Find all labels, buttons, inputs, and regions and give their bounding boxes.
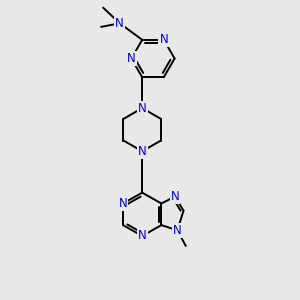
- Text: N: N: [138, 102, 147, 115]
- Text: N: N: [127, 52, 136, 65]
- Text: N: N: [170, 190, 179, 203]
- Text: N: N: [159, 33, 168, 46]
- Text: N: N: [138, 230, 147, 242]
- Text: N: N: [118, 197, 127, 210]
- Text: N: N: [115, 17, 124, 30]
- Text: N: N: [138, 145, 147, 158]
- Text: N: N: [173, 224, 182, 237]
